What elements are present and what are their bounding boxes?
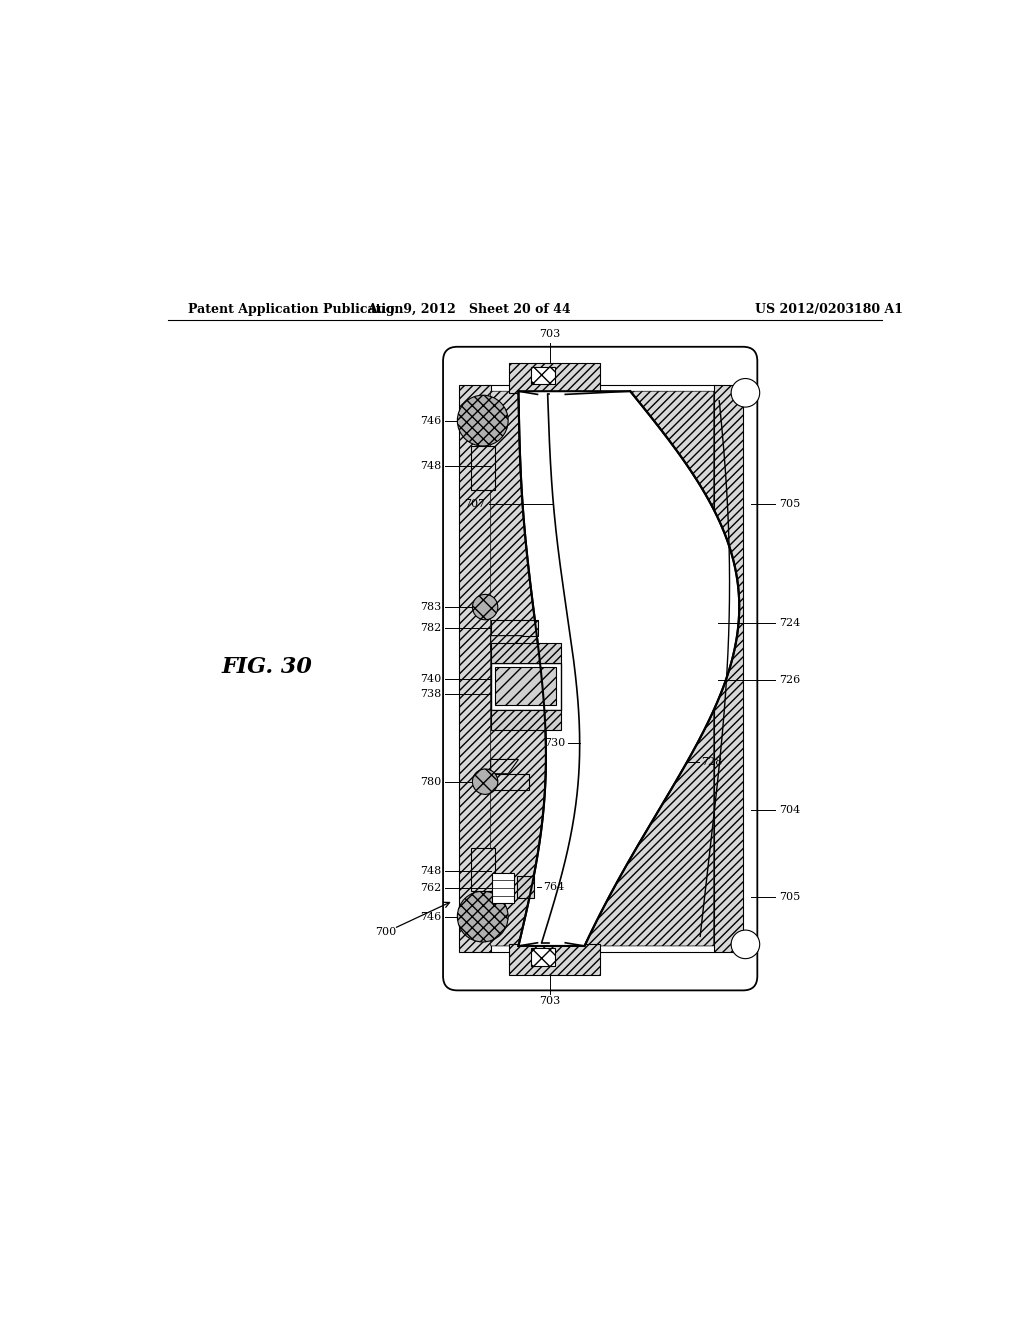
Text: 728: 728 [701, 758, 722, 767]
Circle shape [731, 931, 760, 958]
FancyBboxPatch shape [443, 347, 758, 990]
Bar [485, 385, 715, 952]
Bar [459, 385, 490, 952]
Bar [517, 876, 535, 899]
Text: Aug. 9, 2012   Sheet 20 of 44: Aug. 9, 2012 Sheet 20 of 44 [368, 304, 571, 315]
Text: 703: 703 [540, 997, 560, 1006]
Circle shape [472, 594, 498, 620]
Circle shape [731, 379, 760, 407]
Bar [490, 774, 528, 789]
Text: FIG. 30: FIG. 30 [221, 656, 312, 677]
Text: Patent Application Publication: Patent Application Publication [187, 304, 403, 315]
Text: 700: 700 [375, 928, 396, 937]
Text: 764: 764 [543, 882, 564, 892]
Bar [509, 944, 600, 974]
Text: 705: 705 [778, 892, 800, 902]
Text: 740: 740 [420, 673, 441, 684]
Text: 704: 704 [778, 805, 800, 816]
Text: 783: 783 [420, 602, 441, 612]
Bar [509, 363, 600, 393]
Text: US 2012/0203180 A1: US 2012/0203180 A1 [755, 304, 903, 315]
Text: 726: 726 [778, 675, 800, 685]
Text: 748: 748 [420, 866, 441, 876]
FancyBboxPatch shape [443, 347, 758, 990]
Bar [490, 620, 539, 636]
Polygon shape [490, 391, 546, 946]
Text: 782: 782 [420, 623, 441, 632]
Text: 746: 746 [420, 912, 441, 921]
Bar [531, 948, 555, 966]
Bar [490, 663, 560, 710]
Text: 762: 762 [420, 883, 441, 894]
Polygon shape [490, 759, 518, 774]
Text: 746: 746 [420, 416, 441, 425]
Bar [490, 710, 560, 730]
Bar [493, 873, 514, 903]
Circle shape [472, 770, 498, 795]
Bar [471, 446, 495, 490]
Polygon shape [490, 636, 522, 649]
Text: 724: 724 [778, 618, 800, 628]
Bar [496, 668, 556, 705]
Bar [714, 385, 743, 952]
Text: 748: 748 [420, 461, 441, 471]
Polygon shape [518, 391, 739, 946]
Circle shape [458, 395, 508, 446]
Bar [490, 643, 560, 663]
Polygon shape [585, 391, 739, 946]
Text: 705: 705 [778, 499, 800, 510]
Text: 780: 780 [420, 776, 441, 787]
Text: 738: 738 [420, 689, 441, 700]
Bar [471, 847, 495, 891]
Text: 703: 703 [540, 329, 560, 339]
Text: 730: 730 [544, 738, 565, 748]
Circle shape [458, 891, 508, 942]
Bar [531, 367, 555, 384]
Text: 707: 707 [464, 499, 485, 510]
